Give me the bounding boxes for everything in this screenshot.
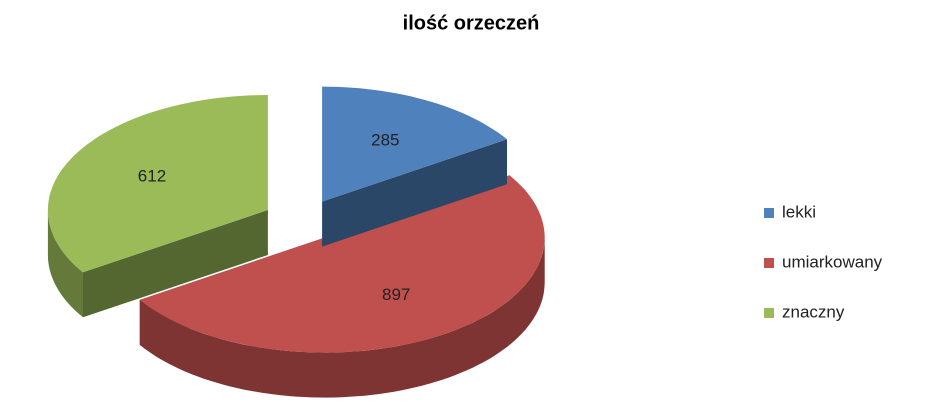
slice-side [139,237,545,398]
slice-side [47,210,83,318]
slice-top [139,175,545,353]
legend-swatch [764,308,774,318]
data-label: 285 [371,131,399,150]
legend-swatch [764,208,774,218]
slice: 612 [47,95,268,318]
slice-top [322,86,507,202]
legend-label: lekki [782,202,816,221]
slice-top [47,95,268,273]
slice-wall [83,210,268,318]
legend-swatch [764,258,774,268]
chart-title: ilość orzeczeń [403,12,540,34]
legend-label: znaczny [782,302,845,321]
data-label: 897 [382,285,410,304]
legend-label: umiarkowany [782,252,883,271]
data-label: 612 [138,166,166,185]
slice-wall [322,139,507,247]
slice: 897 [139,175,545,398]
slice: 285 [322,86,507,247]
